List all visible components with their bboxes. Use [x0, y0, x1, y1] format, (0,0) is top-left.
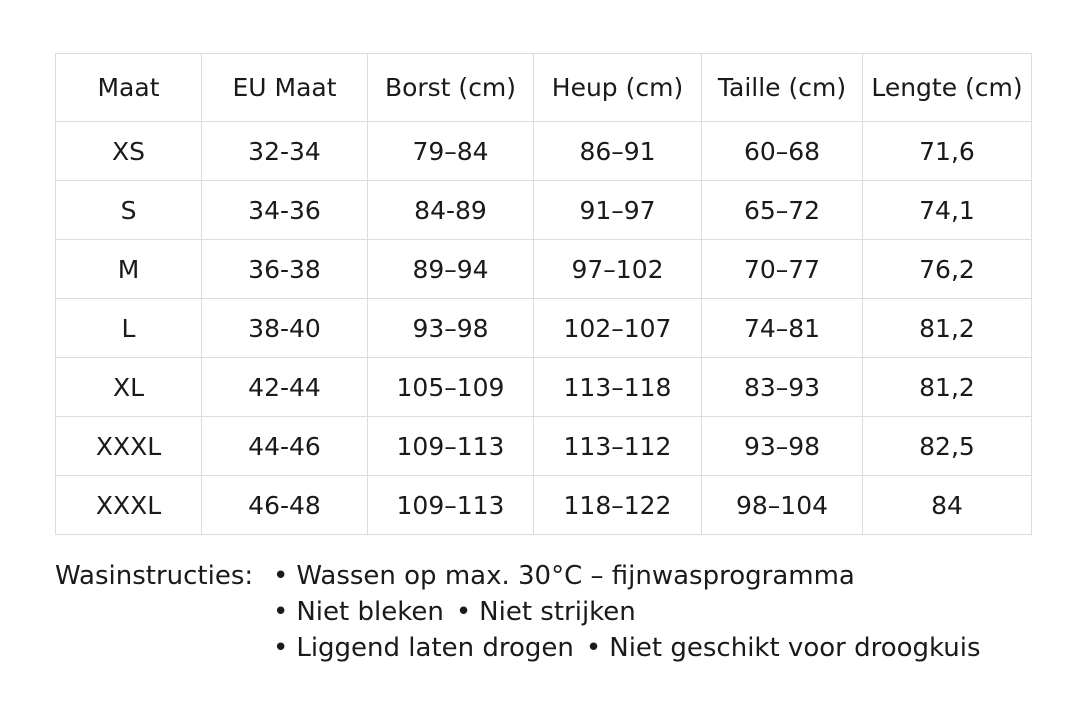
header-cell: EU Maat [201, 53, 368, 122]
table-row: L 38-40 93–98 102–107 74–81 81,2 [55, 298, 1032, 358]
table-cell: 105–109 [367, 357, 534, 417]
table-cell: 32-34 [201, 121, 368, 181]
table-cell: 113–118 [533, 357, 702, 417]
table-header: Maat EU Maat Borst (cm) Heup (cm) Taille (cm… [55, 53, 1032, 122]
table-row: XS 32-34 79–84 86–91 60–68 71,6 [55, 121, 1032, 181]
table-cell: 60–68 [701, 121, 863, 181]
table-cell: 81,2 [862, 298, 1032, 358]
table-cell: 98–104 [701, 475, 863, 535]
size-table: Maat EU Maat Borst (cm) Heup (cm) Taille (cm… [55, 53, 1032, 535]
table-cell: 70–77 [701, 239, 863, 299]
table-cell: 89–94 [367, 239, 534, 299]
table-cell: 93–98 [367, 298, 534, 358]
wash-item: Wassen op max. 30°C – fijnwasprogramma [296, 561, 855, 591]
table-cell: 36-38 [201, 239, 368, 299]
table-row: S 34-36 84-89 91–97 65–72 74,1 [55, 180, 1032, 240]
table-cell: 118–122 [533, 475, 702, 535]
table-cell: 74–81 [701, 298, 863, 358]
table-cell: 84 [862, 475, 1032, 535]
table-cell: 79–84 [367, 121, 534, 181]
bullet: • [585, 633, 602, 663]
table-cell: 74,1 [862, 180, 1032, 240]
table-cell: 34-36 [201, 180, 368, 240]
bullet: • [273, 561, 289, 591]
table-cell: 82,5 [862, 416, 1032, 476]
header-cell: Borst (cm) [367, 53, 534, 122]
table-cell: 102–107 [533, 298, 702, 358]
wash-label: Wasinstructies: [55, 561, 254, 591]
table-cell: 71,6 [862, 121, 1032, 181]
bullet: • [273, 597, 289, 627]
table-cell: 93–98 [701, 416, 863, 476]
wash-item: Niet bleken [296, 597, 444, 627]
table-cell: XL [55, 357, 202, 417]
table-cell: 42-44 [201, 357, 368, 417]
table-cell: 76,2 [862, 239, 1032, 299]
wash-lines: • Wassen op max. 30°C – fijnwasprogramma •… [271, 558, 991, 666]
table-cell: 109–113 [367, 475, 534, 535]
table-cell: L [55, 298, 202, 358]
table-cell: 44-46 [201, 416, 368, 476]
table-body: XS 32-34 79–84 86–91 60–68 71,6 S 34-36 84-89 91–… [55, 121, 1032, 535]
bullet: • [455, 597, 472, 627]
table-cell: 113–112 [533, 416, 702, 476]
table-row: M 36-38 89–94 97–102 70–77 76,2 [55, 239, 1032, 299]
wash-line: • Liggend laten drogen • Niet geschikt voor… [271, 630, 991, 666]
header-row: Maat EU Maat Borst (cm) Heup (cm) Taille (cm… [55, 53, 1032, 122]
bullet: • [273, 633, 289, 663]
wash-line: • Niet bleken • Niet strijken [271, 594, 991, 630]
table-cell: 91–97 [533, 180, 702, 240]
table-cell: 83–93 [701, 357, 863, 417]
table-cell: 84-89 [367, 180, 534, 240]
table-cell: XXXL [55, 416, 202, 476]
table-cell: 81,2 [862, 357, 1032, 417]
table-cell: XXXL [55, 475, 202, 535]
header-cell: Taille (cm) [701, 53, 863, 122]
wash-item: Niet geschikt voor droogkuis [609, 633, 981, 663]
table-cell: 97–102 [533, 239, 702, 299]
table-row: XXXL 44-46 109–113 113–112 93–98 82,5 [55, 416, 1032, 476]
table-row: XL 42-44 105–109 113–118 83–93 81,2 [55, 357, 1032, 417]
wash-item: Niet strijken [479, 597, 636, 627]
table-cell: 46-48 [201, 475, 368, 535]
header-cell: Heup (cm) [533, 53, 702, 122]
header-cell: Maat [55, 53, 202, 122]
header-cell: Lengte (cm) [862, 53, 1032, 122]
wash-line: • Wassen op max. 30°C – fijnwasprogramma [271, 558, 991, 594]
table-cell: XS [55, 121, 202, 181]
table-cell: 86–91 [533, 121, 702, 181]
wash-item: Liggend laten drogen [296, 633, 574, 663]
table-cell: 65–72 [701, 180, 863, 240]
table-cell: S [55, 180, 202, 240]
table-cell: 38-40 [201, 298, 368, 358]
table-cell: 109–113 [367, 416, 534, 476]
table-row: XXXL 46-48 109–113 118–122 98–104 84 [55, 475, 1032, 535]
table-cell: M [55, 239, 202, 299]
